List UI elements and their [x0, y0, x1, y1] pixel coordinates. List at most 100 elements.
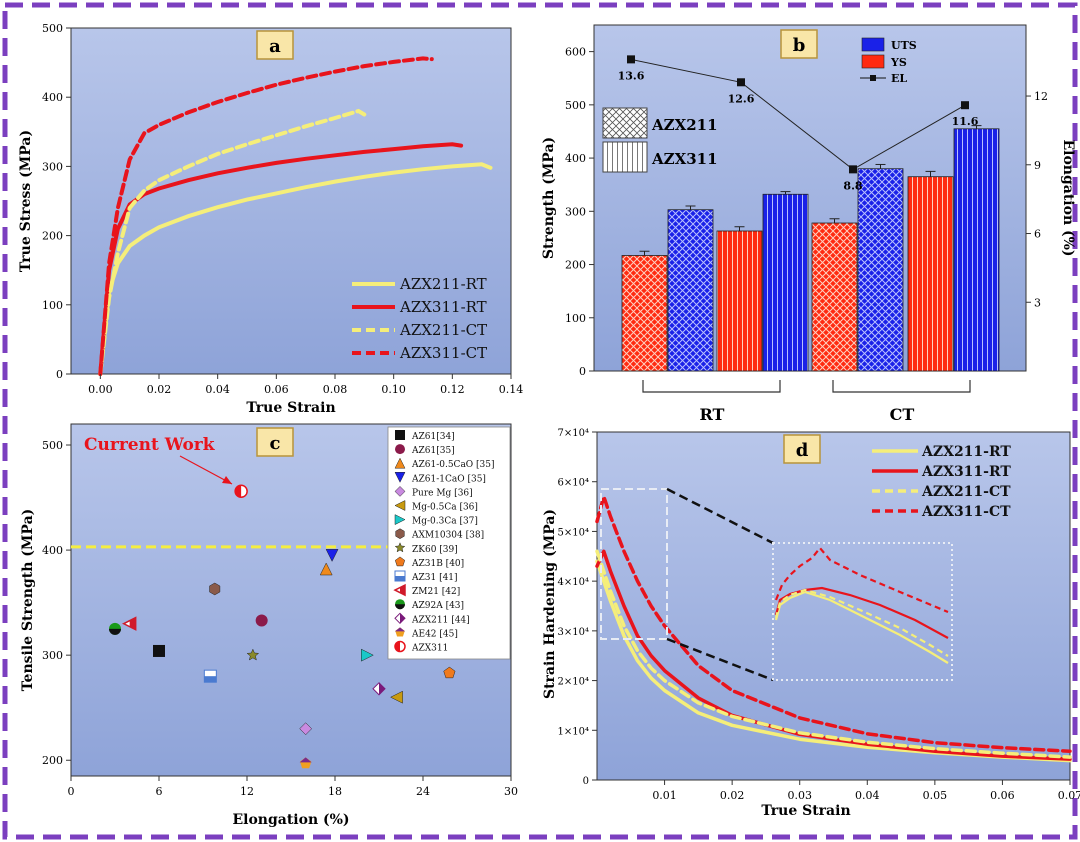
panel-d-plot-area — [596, 431, 1071, 781]
panel-c-point — [443, 666, 456, 679]
panel-b-group-ct: CT — [890, 405, 915, 424]
panel-b-el-value-label: 13.6 — [618, 69, 645, 82]
panel-c-xtick-label: 24 — [416, 785, 430, 798]
panel-b-group-rt: RT — [700, 405, 725, 424]
panel-a-series-azx311-ct — [98, 56, 434, 376]
panel-b-strength-bars: 0 100 200 300 400 500 600 3 6 9 12 13.6 12.6 8.8 11.… — [541, 24, 1076, 424]
panel-b-el-marker — [627, 55, 635, 64]
panel-c-legend-label: ZK60 [39] — [412, 545, 458, 555]
panel-c-point — [319, 562, 333, 576]
panel-a-ytick-label: 200 — [42, 230, 63, 243]
panel-d-ytick-label: 0 — [583, 776, 589, 787]
panel-b-ylabel: Strength (MPa) — [541, 137, 557, 259]
panel-d-inset-series — [774, 590, 949, 664]
panel-a-label-box: a — [256, 30, 294, 60]
panel-d-inset-series — [774, 588, 949, 657]
panel-d-legend: AZX211-RT AZX311-RT AZX211-CT AZX311-CT — [872, 444, 1011, 520]
panel-c-legend-marker — [394, 542, 406, 553]
panel-a-series-azx211-rt — [98, 162, 493, 376]
panel-d-ytick-label: 5×10⁴ — [558, 527, 589, 538]
panel-a-xtick-label: 0.00 — [88, 383, 113, 396]
panel-a-series-azx211-ct — [98, 108, 367, 376]
panel-c-xtick-label: 0 — [68, 785, 75, 798]
panel-c-legend-label: AZ61[34] — [411, 432, 455, 442]
panel-a-xtick-label: 0.14 — [499, 383, 524, 396]
panel-d-ytick-label: 6×10⁴ — [558, 478, 589, 489]
panel-c-legend-label: AZ61[35] — [411, 446, 455, 456]
panel-d-xtick-label: 0.01 — [652, 789, 677, 802]
panel-c-legend-marker — [394, 570, 406, 582]
panel-d-xtick-label: 0.04 — [855, 789, 880, 802]
panel-b-y2tick-label: 12 — [1034, 90, 1048, 103]
panel-c-legend-label: AXM10304 [38] — [411, 531, 484, 541]
panel-a-ylabel: True Stress (MPa) — [18, 130, 34, 272]
panel-b-y2tick-label: 6 — [1034, 228, 1041, 241]
legend-ys-label: YS — [890, 56, 907, 69]
panel-b-bar — [907, 176, 954, 372]
panel-b-group-brackets — [642, 380, 971, 393]
panel-a-ytick-label: 500 — [42, 22, 63, 35]
panel-c-point — [234, 484, 248, 498]
panel-b-label-box: b — [780, 29, 818, 59]
panel-c-legend-label: AZ61-1CaO [35] — [411, 474, 486, 484]
panel-c-legend: AZ61[34] AZ61[35] AZ61-0.5CaO [35] AZ61-1Ca… — [393, 430, 495, 654]
panel-d-legend-label: AZX311-CT — [921, 504, 1011, 520]
panel-c-legend-label: AZX211 [44] — [411, 615, 470, 625]
panel-a-legend-label: AZX311-CT — [399, 344, 487, 362]
panel-b-ytick-label: 200 — [565, 259, 586, 272]
legend-uts-label: UTS — [891, 39, 917, 52]
panel-b-bar — [762, 193, 809, 372]
panel-a-xtick-label: 0.08 — [323, 383, 348, 396]
panel-c-point — [372, 682, 386, 696]
panel-b-ytick-label: 500 — [565, 99, 586, 112]
panel-a-xtick-label: 0.06 — [264, 383, 289, 396]
legend-uts-swatch — [861, 37, 885, 52]
panel-a-legend-label: AZX211-CT — [399, 321, 487, 339]
panel-c-xtick-label: 12 — [240, 785, 254, 798]
panel-b-ytick-label: 100 — [565, 312, 586, 325]
panel-d-ytick-label: 4×10⁴ — [558, 577, 589, 588]
panel-c-point — [299, 722, 313, 736]
panel-b-bar — [953, 128, 1000, 372]
panel-d-xtick-label: 0.02 — [720, 789, 745, 802]
panel-b-y2tick-label: 9 — [1034, 159, 1041, 172]
panel-d-xlabel: True Strain — [761, 803, 850, 819]
panel-c-point — [203, 669, 217, 683]
panel-d-label-box: d — [783, 434, 821, 464]
panel-b-legend: UTS YS EL — [860, 37, 917, 85]
panel-a-xtick-label: 0.04 — [205, 383, 230, 396]
panel-b-y2tick-label: 3 — [1034, 296, 1041, 309]
panel-c-xlabel: Elongation (%) — [232, 812, 349, 828]
panel-c-legend-marker — [394, 556, 406, 567]
panel-d-label: d — [796, 440, 809, 461]
panel-c-point — [299, 757, 312, 769]
legend-el-marker — [870, 75, 876, 81]
panel-c-label: c — [270, 433, 281, 454]
panel-c-legend-label: AZ31 [41] — [411, 573, 458, 583]
panel-c-ytick-label: 500 — [42, 439, 63, 452]
panel-c-point — [325, 549, 339, 562]
panel-c-xtick-label: 30 — [504, 785, 518, 798]
panel-a-ytick-label: 300 — [42, 160, 63, 173]
panel-a-legend-label: AZX211-RT — [399, 275, 487, 293]
panel-d-inset — [772, 542, 953, 681]
panel-b-bar — [857, 168, 904, 372]
panel-b-y2label: Elongation (%) — [1060, 139, 1076, 256]
panel-c-legend-label: Mg-0.5Ca [36] — [412, 503, 478, 513]
panel-d-ytick-label: 2×10⁴ — [558, 677, 589, 688]
panel-c-legend-marker — [395, 599, 405, 610]
panel-c-legend-marker — [394, 457, 406, 469]
panel-d-zoom-region — [600, 487, 953, 682]
panel-d-xtick-label: 0.06 — [990, 789, 1015, 802]
panel-c-legend-marker — [394, 612, 406, 625]
panel-d-legend-label: AZX211-RT — [921, 444, 1011, 460]
panel-b-ytick-label: 400 — [565, 152, 586, 165]
panel-a-series-azx311-rt — [98, 142, 464, 376]
panel-c-point — [121, 616, 137, 631]
panel-c-point — [246, 648, 260, 661]
panel-d-inset-series — [774, 546, 949, 614]
panel-c-ytick-label: 400 — [42, 544, 63, 557]
panel-d-series-azx311-rt — [595, 549, 1072, 761]
panel-a-ytick-label: 100 — [42, 299, 63, 312]
panel-a-legend: AZX211-RT AZX311-RT AZX211-CT AZX311-CT — [352, 275, 487, 362]
